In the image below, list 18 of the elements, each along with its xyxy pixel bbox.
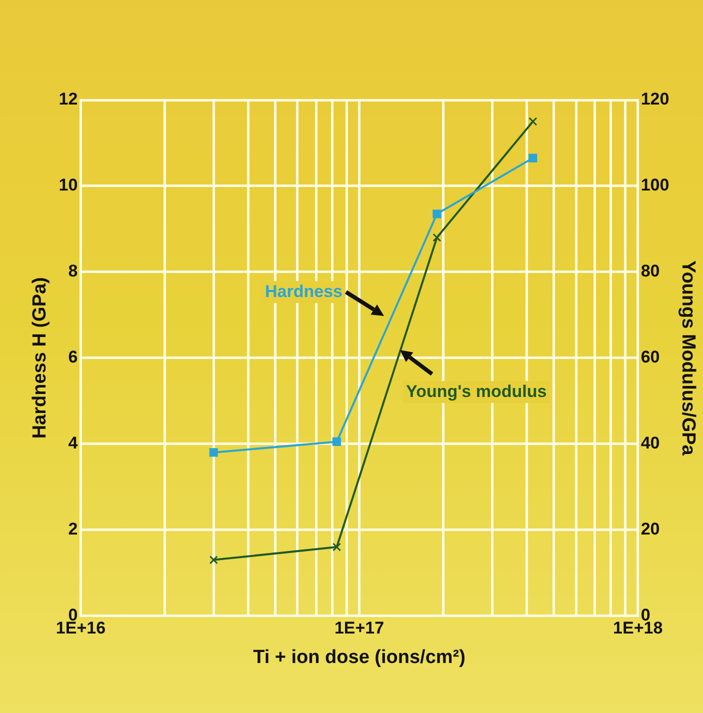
x-tick-label: 1E+17 [334, 618, 384, 638]
y-axis-title: Hardness H (GPa) [30, 277, 51, 439]
y2-tick-label: 20 [640, 520, 660, 539]
series-label: Young's modulus [403, 381, 550, 403]
x-axis-title: Ti + ion dose (ions/cm²) [253, 646, 466, 668]
y2-tick-label: 120 [640, 90, 670, 109]
y-tick-label: 4 [68, 434, 78, 453]
y-tick-label: 6 [68, 348, 78, 367]
y2-tick-label: 40 [640, 434, 660, 453]
y-tick-label: 12 [58, 90, 78, 109]
y-tick-label: 8 [68, 262, 78, 281]
y2-axis-title: Youngs Modulus/GPa [677, 260, 698, 456]
y2-tick-label: 80 [640, 262, 660, 281]
text: Hardness [262, 281, 346, 303]
y2-tick-label: 60 [640, 348, 660, 367]
y2-tick-label: 100 [640, 176, 670, 195]
y-tick-label: 2 [68, 520, 78, 539]
y-tick-label: 10 [58, 176, 78, 195]
